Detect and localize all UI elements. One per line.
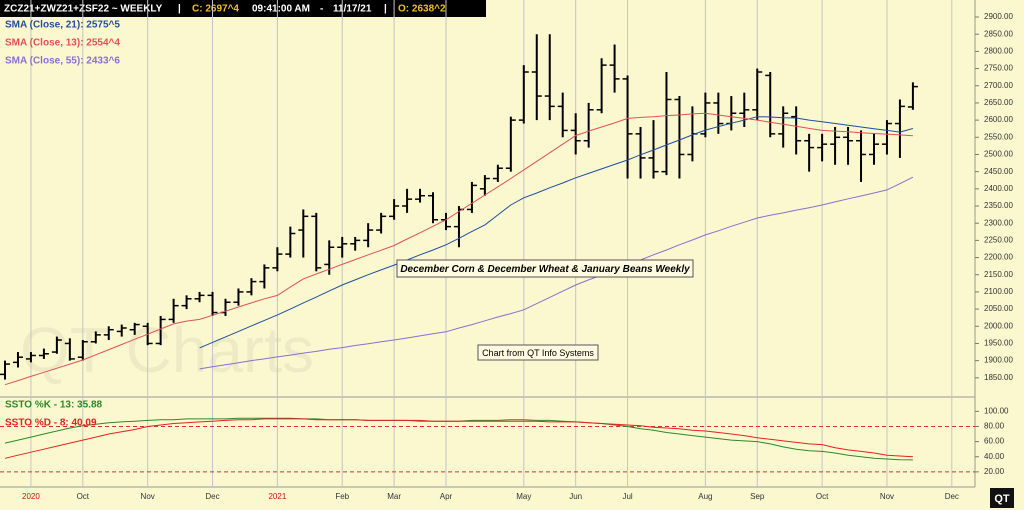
annotation-box bbox=[396, 259, 694, 278]
line-series bbox=[4, 418, 913, 459]
separator: | bbox=[178, 4, 181, 15]
y-tick-label: 2450.00 bbox=[984, 167, 1013, 176]
x-tick-label: Dec bbox=[945, 492, 959, 501]
line-series bbox=[199, 116, 914, 349]
y-tick-label: 2200.00 bbox=[984, 253, 1013, 262]
y-tick-label: 2500.00 bbox=[984, 150, 1013, 159]
close-price: C: 2697^4 bbox=[192, 4, 239, 15]
separator: - bbox=[320, 4, 323, 15]
y-tick-label: 2400.00 bbox=[984, 184, 1013, 193]
annotation: December Corn & December Wheat & January… bbox=[400, 264, 690, 275]
separator: | bbox=[384, 4, 387, 15]
y-tick-label: 2000.00 bbox=[984, 321, 1013, 330]
x-tick-label: Nov bbox=[880, 492, 894, 501]
y-tick-label: 2600.00 bbox=[984, 115, 1013, 124]
logo: QT bbox=[994, 493, 1010, 505]
y-tick-label: 2750.00 bbox=[984, 64, 1013, 73]
logo-box bbox=[990, 488, 1014, 508]
annotation-box bbox=[477, 344, 599, 361]
x-tick-label: Oct bbox=[77, 492, 90, 501]
y-tick-label: 2300.00 bbox=[984, 218, 1013, 227]
y-tick-label: 2100.00 bbox=[984, 287, 1013, 296]
x-tick-label: Oct bbox=[816, 492, 829, 501]
x-tick-label: Dec bbox=[205, 492, 219, 501]
open-price: O: 2638^2 bbox=[398, 4, 446, 15]
y-tick-label: 20.00 bbox=[984, 467, 1005, 476]
x-tick-label: 2021 bbox=[268, 492, 286, 501]
line-series bbox=[4, 112, 913, 386]
y-tick-label: 2350.00 bbox=[984, 201, 1013, 210]
annotation: Chart from QT Info Systems bbox=[482, 348, 594, 358]
y-tick-label: 100.00 bbox=[984, 406, 1009, 415]
date: 11/17/21 bbox=[333, 4, 372, 15]
y-tick-label: 40.00 bbox=[984, 452, 1005, 461]
y-tick-label: 2550.00 bbox=[984, 132, 1013, 141]
y-tick-label: 2050.00 bbox=[984, 304, 1013, 313]
x-tick-label: Apr bbox=[440, 492, 453, 501]
y-tick-label: 1850.00 bbox=[984, 373, 1013, 382]
y-tick-label: 1900.00 bbox=[984, 356, 1013, 365]
x-tick-label: Aug bbox=[698, 492, 712, 501]
legend-entry: SMA (Close, 13): 2554^4 bbox=[5, 38, 120, 49]
y-tick-label: 2700.00 bbox=[984, 81, 1013, 90]
x-tick-label: Nov bbox=[141, 492, 155, 501]
watermark: QT Charts bbox=[20, 314, 314, 386]
y-tick-label: 2800.00 bbox=[984, 46, 1013, 55]
header-bar bbox=[0, 0, 486, 17]
x-tick-label: Jul bbox=[622, 492, 632, 501]
y-tick-label: 2150.00 bbox=[984, 270, 1013, 279]
legend-entry: SSTO %K - 13: 35.88 bbox=[5, 400, 103, 411]
x-tick-label: Jun bbox=[569, 492, 582, 501]
legend-entry: SMA (Close, 55): 2433^6 bbox=[5, 56, 120, 67]
line-series bbox=[199, 176, 914, 370]
y-tick-label: 1950.00 bbox=[984, 339, 1013, 348]
x-tick-label: Mar bbox=[387, 492, 401, 501]
x-tick-label: Feb bbox=[335, 492, 349, 501]
y-tick-label: 2650.00 bbox=[984, 98, 1013, 107]
line-series bbox=[4, 417, 913, 461]
y-tick-label: 60.00 bbox=[984, 437, 1005, 446]
legend-entry: SSTO %D - 8: 40.09 bbox=[5, 418, 97, 429]
x-tick-label: May bbox=[516, 492, 531, 501]
y-tick-label: 2250.00 bbox=[984, 235, 1013, 244]
x-tick-label: Sep bbox=[750, 492, 765, 501]
x-tick-label: 2020 bbox=[22, 492, 40, 501]
y-tick-label: 2900.00 bbox=[984, 12, 1013, 21]
legend-entry: SMA (Close, 21): 2575^5 bbox=[5, 20, 120, 31]
y-tick-label: 2850.00 bbox=[984, 29, 1013, 38]
time: 09:41:00 AM bbox=[252, 4, 310, 15]
y-tick-label: 80.00 bbox=[984, 422, 1005, 431]
